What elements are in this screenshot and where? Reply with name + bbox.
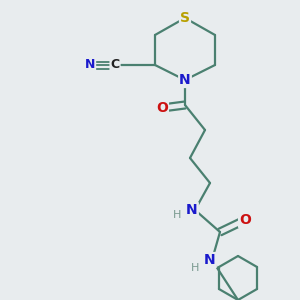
- Text: O: O: [156, 101, 168, 115]
- Text: N: N: [204, 253, 216, 267]
- Text: N: N: [85, 58, 95, 71]
- Text: S: S: [180, 11, 190, 25]
- Text: N: N: [186, 203, 198, 217]
- Text: H: H: [173, 210, 181, 220]
- Text: N: N: [179, 73, 191, 87]
- Text: H: H: [191, 263, 199, 273]
- Text: O: O: [239, 213, 251, 227]
- Text: C: C: [110, 58, 120, 71]
